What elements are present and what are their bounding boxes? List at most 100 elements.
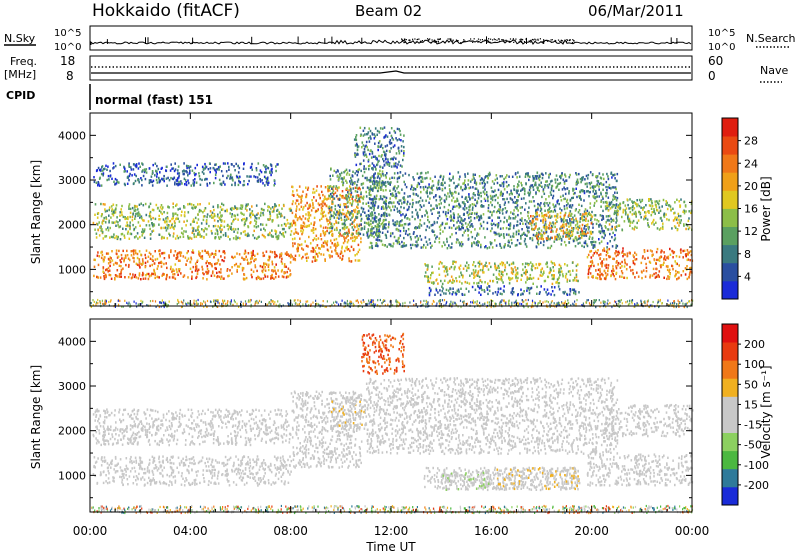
power-cell — [598, 188, 600, 190]
power-cell — [372, 217, 374, 219]
power-cell — [474, 174, 476, 176]
power-cell — [180, 236, 182, 238]
power-cell — [246, 204, 248, 206]
power-cell — [197, 229, 199, 231]
power-cell — [107, 166, 109, 168]
power-cell — [595, 190, 597, 192]
power-cell — [348, 218, 350, 220]
power-cell — [438, 211, 440, 213]
power-cell — [158, 168, 160, 170]
power-cell — [576, 239, 578, 241]
power-cell — [454, 217, 456, 219]
power-cell — [320, 253, 322, 255]
power-cell — [472, 212, 474, 214]
power-cell — [479, 182, 481, 184]
power-cell — [490, 201, 492, 203]
power-cell — [137, 215, 139, 217]
power-cell — [440, 176, 442, 178]
power-cell — [610, 218, 612, 220]
power-cell — [173, 235, 175, 237]
power-cell — [368, 202, 370, 204]
power-cell — [144, 168, 146, 170]
power-cell — [355, 190, 357, 192]
power-cell — [525, 223, 527, 225]
power-cell — [449, 268, 451, 270]
power-cell — [167, 225, 169, 227]
power-cell — [159, 171, 161, 173]
power-cell — [211, 263, 213, 265]
power-cell — [374, 183, 376, 185]
power-cell — [500, 293, 502, 295]
power-cell — [360, 237, 362, 239]
power-cell — [472, 264, 474, 266]
power-cell — [449, 173, 451, 175]
power-cell — [303, 249, 305, 251]
power-cell — [449, 292, 451, 294]
power-cell — [104, 208, 106, 210]
power-cell — [473, 173, 475, 175]
power-cell — [291, 209, 293, 211]
power-cell — [385, 235, 387, 237]
power-cell — [474, 204, 476, 206]
power-cell — [421, 246, 423, 248]
power-cell — [452, 208, 454, 210]
power-cell — [246, 175, 248, 177]
power-cell — [236, 176, 238, 178]
power-cell — [407, 201, 409, 203]
power-cell — [105, 216, 107, 218]
power-cell — [607, 186, 609, 188]
power-cell — [240, 212, 242, 214]
power-cell — [614, 192, 616, 194]
power-cell — [546, 180, 548, 182]
power-cell — [496, 233, 498, 235]
power-cell — [413, 193, 415, 195]
power-cell — [113, 233, 115, 235]
power-cell — [237, 214, 239, 216]
power-cell — [464, 208, 466, 210]
power-cell — [263, 268, 265, 270]
power-cell — [322, 204, 324, 206]
power-cell — [509, 282, 511, 284]
power-cell — [387, 158, 389, 160]
power-cell — [316, 185, 318, 187]
power-cell — [120, 265, 122, 267]
power-cell — [135, 252, 137, 254]
power-cell — [515, 269, 517, 271]
power-cell — [458, 291, 460, 293]
power-cell — [609, 184, 611, 186]
power-cell — [595, 196, 597, 198]
power-cell — [553, 195, 555, 197]
power-cell — [197, 226, 199, 228]
power-cell — [146, 250, 148, 252]
power-cell — [350, 196, 352, 198]
power-cell — [388, 205, 390, 207]
power-cell — [485, 245, 487, 247]
power-cell — [165, 278, 167, 280]
power-cell — [373, 156, 375, 158]
power-cell — [400, 139, 402, 141]
power-cell — [194, 207, 196, 209]
power-cell — [441, 286, 443, 288]
power-cell — [578, 238, 580, 240]
power-cell — [432, 189, 434, 191]
power-cell — [471, 242, 473, 244]
power-cell — [557, 213, 559, 215]
power-cell — [492, 199, 494, 201]
power-cell — [376, 228, 378, 230]
power-cell — [243, 162, 245, 164]
power-cell — [518, 181, 520, 183]
power-cell — [140, 203, 142, 205]
power-cell — [394, 209, 396, 211]
power-cell — [371, 198, 373, 200]
power-cell — [220, 236, 222, 238]
power-cell — [181, 232, 183, 234]
power-cell — [254, 237, 256, 239]
power-cell — [487, 181, 489, 183]
power-cell — [357, 211, 359, 213]
power-cell — [372, 151, 374, 153]
power-cell — [337, 175, 339, 177]
power-cell — [186, 165, 188, 167]
power-cell — [521, 228, 523, 230]
power-cell — [545, 291, 547, 293]
power-cell — [379, 219, 381, 221]
